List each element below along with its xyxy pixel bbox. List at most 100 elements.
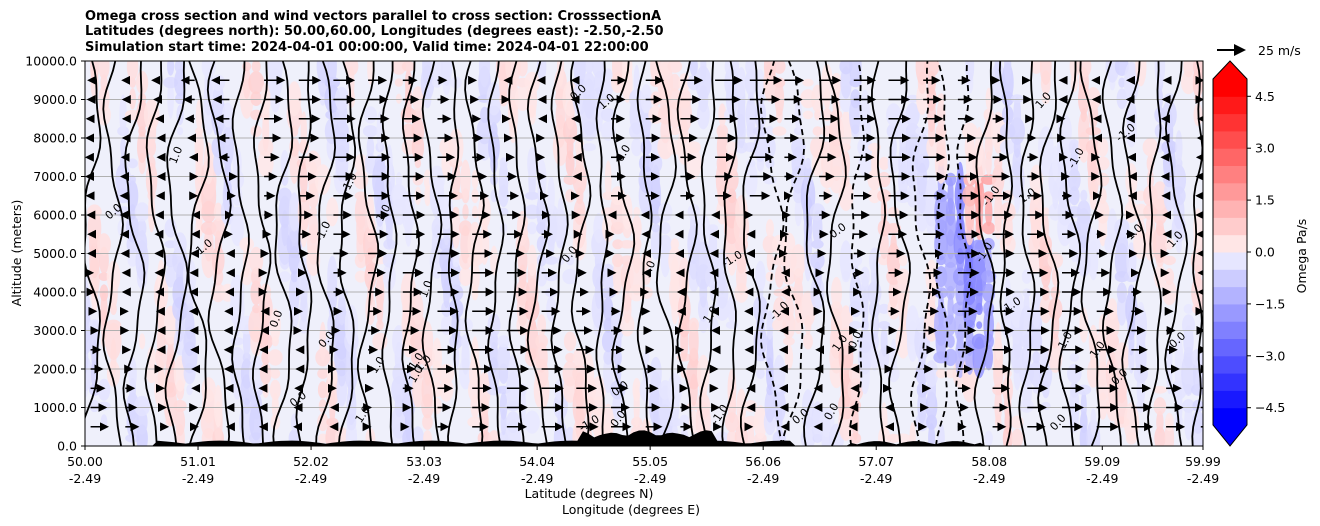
omega-blob-61 — [129, 175, 136, 185]
omega-blob-627 — [565, 150, 575, 177]
colorbar-band-11 — [1213, 217, 1247, 236]
y-tick-label-3: 3000.0 — [33, 323, 77, 338]
x-tick-label-lat-3: 53.03 — [406, 454, 442, 469]
omega-blob-270 — [287, 81, 302, 117]
omega-blob-134 — [184, 310, 195, 340]
omega-blob-564 — [514, 86, 531, 111]
x-tick-label-lat-4: 54.04 — [519, 454, 555, 469]
omega-blob-977 — [803, 162, 813, 198]
omega-blob-1365 — [1068, 186, 1080, 206]
omega-blob-958 — [790, 244, 807, 277]
omega-blob-824 — [697, 354, 710, 393]
contour-line-9 — [272, 61, 294, 446]
omega-blob-515 — [478, 61, 491, 88]
omega-blob-341 — [344, 61, 359, 76]
omega-blob-175 — [211, 74, 226, 91]
omega-blob-853 — [716, 124, 729, 138]
omega-blob-1164 — [934, 287, 949, 299]
omega-blob-471 — [452, 253, 460, 268]
omega-blob-945 — [773, 61, 786, 74]
omega-blob-1522 — [1182, 314, 1195, 336]
omega-blob-587 — [537, 314, 546, 336]
omega-blob-434 — [424, 185, 431, 207]
omega-blob-687 — [600, 121, 616, 141]
colorbar-band-3 — [1213, 355, 1247, 374]
omega-blob-1523 — [1183, 303, 1194, 314]
omega-blob-912 — [755, 69, 765, 96]
omega-blob-1032 — [840, 110, 852, 152]
omega-blob-767 — [660, 222, 671, 235]
omega-blob-1475 — [1153, 397, 1167, 415]
omega-blob-218 — [250, 280, 262, 306]
omega-blob-74 — [137, 219, 147, 238]
omega-blob-1473 — [1154, 426, 1166, 446]
omega-blob-290 — [317, 413, 329, 432]
omega-blob-483 — [459, 267, 472, 286]
colorbar-band-7 — [1213, 286, 1247, 305]
omega-blob-347 — [354, 191, 368, 201]
omega-blob-1490 — [1165, 412, 1174, 432]
x-tick-label-lon-1: -2.49 — [182, 471, 214, 486]
omega-blob-614 — [555, 100, 566, 130]
omega-blob-1224 — [976, 321, 983, 329]
omega-blob-289 — [318, 433, 328, 444]
omega-blob-897 — [745, 61, 757, 77]
colorbar-band-14 — [1213, 165, 1247, 184]
omega-blob-394 — [395, 93, 402, 104]
contour-line-52 — [1191, 61, 1203, 446]
omega-blob-66 — [126, 61, 139, 81]
omega-blob-576 — [524, 204, 540, 220]
contour-line-29 — [699, 61, 717, 446]
omega-blob-546 — [506, 411, 521, 434]
omega-blob-1419 — [1107, 298, 1118, 320]
omega-blob-1163 — [938, 289, 945, 329]
omega-blob-946 — [784, 344, 794, 371]
y-tick-label-9: 9000.0 — [33, 92, 77, 107]
omega-blob-361 — [363, 106, 377, 124]
contour-line-6 — [206, 61, 232, 446]
x-tick-label-lat-7: 57.07 — [858, 454, 894, 469]
omega-blob-785 — [668, 127, 681, 136]
omega-blob-1524 — [1181, 70, 1196, 95]
omega-blob-169 — [213, 202, 223, 222]
omega-blob-480 — [461, 340, 470, 375]
omega-blob-740 — [638, 154, 654, 173]
omega-blob-1077 — [880, 325, 888, 357]
colorbar-label: Omega Pa/s — [1294, 219, 1309, 294]
omega-blob-1057 — [860, 266, 870, 287]
omega-blob-1516 — [1184, 403, 1193, 441]
omega-blob-406 — [401, 191, 416, 233]
omega-blob-22 — [100, 414, 108, 430]
vector-key-label: 25 m/s — [1258, 43, 1301, 58]
omega-blob-900 — [755, 368, 765, 379]
omega-blob-1035 — [839, 61, 853, 75]
omega-blob-1374 — [1076, 384, 1092, 395]
omega-blob-254 — [277, 187, 292, 204]
omega-blob-676 — [603, 353, 614, 394]
omega-blob-729 — [633, 64, 640, 101]
omega-blob-28 — [99, 284, 109, 302]
contour-line-36 — [849, 61, 865, 446]
omega-blob-393 — [395, 172, 402, 188]
omega-blob-1184 — [943, 252, 958, 268]
omega-blob-1386 — [1076, 61, 1092, 78]
omega-blob-574 — [527, 244, 537, 277]
colorbar-band-9 — [1213, 252, 1247, 270]
omega-blob-81 — [136, 70, 149, 95]
omega-blob-1155 — [926, 86, 937, 112]
omega-blob-575 — [527, 221, 538, 235]
omega-blob-149 — [201, 377, 216, 403]
omega-blob-186 — [229, 347, 245, 368]
omega-blob-1502 — [1162, 100, 1177, 130]
omega-blob-110 — [167, 78, 174, 119]
omega-blob-698 — [612, 253, 624, 268]
omega-blob-223 — [250, 91, 262, 106]
omega-blob-770 — [660, 118, 671, 144]
contour-line-30 — [721, 61, 738, 446]
y-tick-label-6: 6000.0 — [33, 208, 77, 223]
x-axis: 50.00 -2.49 51.01 -2.49 52.02 -2.49 53.03 -2.49… — [67, 446, 1221, 486]
omega-blob-783 — [670, 238, 679, 251]
omega-blob-1183 — [942, 261, 959, 292]
colorbar-band-15 — [1213, 148, 1247, 166]
